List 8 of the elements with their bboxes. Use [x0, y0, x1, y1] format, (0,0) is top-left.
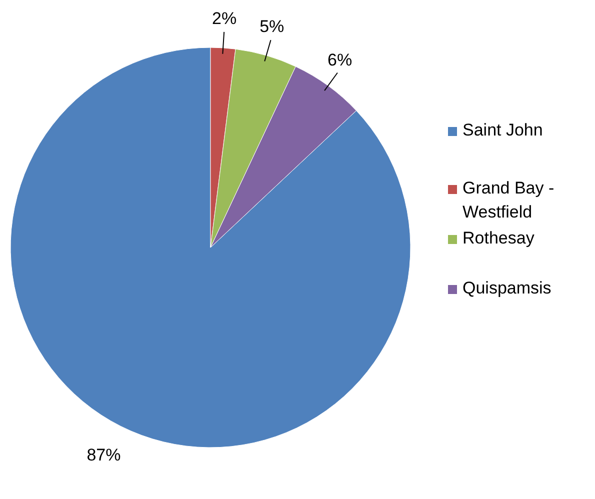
legend-label: Quispamsis — [462, 278, 552, 298]
data-label: 2% — [212, 8, 237, 28]
data-label: 5% — [260, 17, 284, 36]
data-label: 6% — [328, 50, 352, 70]
legend-label: Saint John — [462, 120, 543, 140]
legend-label: Rothesay — [462, 228, 535, 248]
data-label: 87% — [86, 445, 121, 464]
legend-label: Grand Bay - Westfield — [462, 178, 554, 222]
